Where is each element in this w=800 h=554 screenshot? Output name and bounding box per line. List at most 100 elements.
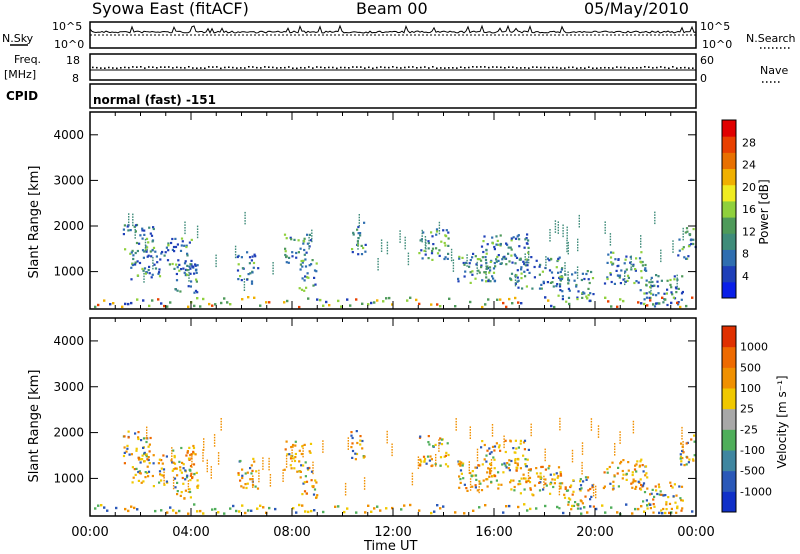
power-cell	[134, 263, 137, 266]
power-streak-cell	[567, 252, 569, 255]
power-cell	[438, 249, 441, 252]
power-streak-cell	[215, 257, 217, 259]
power-cell	[148, 265, 151, 268]
velocity-cell	[466, 489, 469, 492]
power-cell	[620, 269, 623, 272]
velocity-streak-cell	[213, 434, 216, 436]
power-cell	[250, 282, 254, 285]
velocity-ground-cell	[337, 505, 340, 508]
power-streak-cell	[144, 241, 147, 244]
power-streak-cell	[380, 244, 383, 247]
power-streak-cell	[545, 264, 547, 266]
power-streak-cell	[380, 239, 383, 241]
power-cell	[156, 261, 159, 264]
power-cell	[418, 252, 421, 255]
power-streak-cell	[557, 226, 559, 229]
power-streak-cell	[404, 244, 406, 247]
power-streak-cell	[234, 248, 237, 250]
velocity-colorbar-swatch	[722, 450, 736, 472]
power-streak-cell	[357, 248, 359, 250]
nave-point	[324, 67, 326, 69]
power-ground-cell	[655, 302, 658, 305]
velocity-cell	[635, 470, 638, 473]
power-ground-cell	[439, 305, 442, 308]
velocity-cell	[182, 463, 185, 466]
power-ground-cell	[640, 302, 643, 305]
power-streak-cell	[630, 261, 632, 263]
power-colorbar-swatch	[722, 281, 736, 299]
power-cell	[469, 281, 472, 284]
power-cell	[561, 295, 564, 298]
power-cell	[526, 233, 529, 236]
power-cell	[485, 280, 488, 283]
velocity-cell	[495, 442, 498, 445]
power-cell	[178, 269, 181, 272]
power-cell	[507, 252, 510, 255]
power-cell	[622, 278, 625, 281]
velocity-streak-cell	[163, 474, 165, 476]
velocity-cell	[528, 476, 532, 479]
velocity-cell	[361, 447, 364, 450]
velocity-ground-cell	[265, 511, 268, 514]
power-streak-cell	[650, 289, 652, 292]
velocity-cell	[310, 470, 314, 473]
velocity-cell	[545, 484, 548, 487]
power-cell	[526, 261, 529, 264]
velocity-streak-cell	[527, 469, 530, 471]
power-streak-cell	[604, 226, 606, 229]
velocity-ground-cell	[175, 511, 178, 515]
velocity-streak-cell	[210, 471, 212, 474]
velocity-streak-cell	[363, 482, 366, 485]
velocity-cell	[192, 463, 196, 466]
power-cell	[180, 237, 184, 240]
power-colorbar-swatch	[722, 152, 736, 170]
velocity-cell	[147, 445, 150, 448]
velocity-cell	[123, 451, 126, 454]
power-cell	[493, 262, 496, 265]
velocity-cell	[149, 436, 152, 440]
power-cell	[681, 248, 684, 251]
nave-point	[208, 66, 210, 68]
velocity-cell	[667, 496, 670, 499]
velocity-streak-cell	[282, 469, 284, 471]
power-cell	[297, 239, 300, 242]
velocity-cell	[544, 482, 547, 485]
velocity-ground-cell	[115, 506, 118, 510]
velocity-cell	[572, 479, 575, 482]
power-streak-cell	[272, 272, 274, 275]
power-cell	[539, 263, 542, 266]
velocity-streak-cell	[469, 483, 472, 486]
power-streak-cell	[311, 240, 313, 243]
power-streak-cell	[567, 244, 569, 247]
velocity-cell	[182, 467, 185, 470]
velocity-streak-cell	[417, 467, 420, 469]
velocity-cell	[292, 457, 295, 460]
power-ground-cell	[502, 301, 505, 305]
velocity-cell	[494, 475, 497, 478]
velocity-cell	[161, 462, 164, 465]
power-cell	[491, 236, 494, 239]
power-streak-cell	[421, 238, 423, 240]
velocity-ground-cell	[94, 507, 97, 510]
power-streak-cell	[386, 252, 389, 255]
power-ground-cell	[109, 303, 112, 306]
power-cell	[576, 298, 579, 301]
power-ground-cell	[97, 303, 100, 307]
velocity-cell	[457, 460, 460, 463]
velocity-cell	[519, 467, 522, 470]
power-cell	[157, 272, 160, 275]
nave-point	[116, 67, 118, 70]
power-ground-cell	[508, 297, 511, 301]
power-streak-cell	[152, 265, 154, 267]
power-streak-cell	[514, 276, 517, 279]
velocity-ground-cell	[376, 505, 379, 508]
power-cell	[141, 227, 144, 230]
velocity-streak-cell	[468, 464, 470, 466]
power-cell	[312, 284, 315, 287]
velocity-ground-cell	[355, 511, 358, 514]
power-streak-cell	[450, 259, 453, 262]
power-streak-cell	[152, 262, 154, 264]
power-cell	[447, 252, 450, 255]
velocity-cell	[493, 458, 496, 461]
